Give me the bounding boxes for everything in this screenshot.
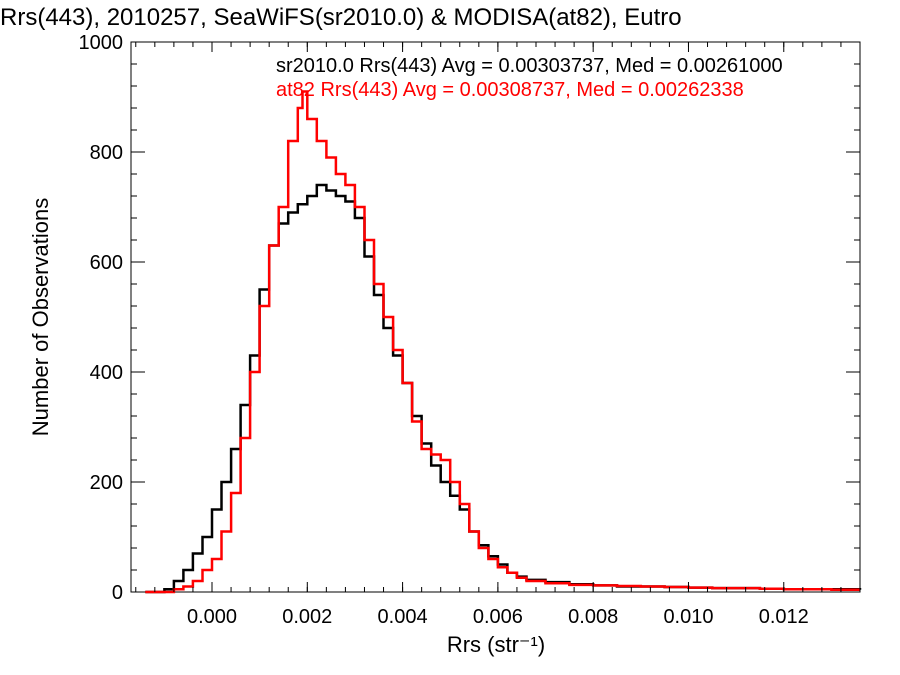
plot-area: 0.000 0.002 0.004 0.006 0.008 0.010 0.012 0 200 4…: [79, 32, 862, 628]
legend-entry-at82: at82 Rrs(443) Avg = 0.00308737, Med = 0.…: [276, 79, 744, 101]
chart-title: Rrs(443), 2010257, SeaWiFS(sr2010.0) & M…: [0, 4, 682, 31]
plot-frame: [130, 41, 861, 593]
y-tick-label: 200: [90, 472, 123, 494]
x-tick-label: 0.002: [282, 606, 332, 628]
y-tick-label: 400: [90, 362, 123, 384]
y-axis-label: Number of Observations: [28, 198, 53, 436]
x-tick-label: 0.012: [759, 606, 809, 628]
x-tick-label: 0.008: [568, 606, 618, 628]
x-tick-label: 0.010: [663, 606, 713, 628]
y-tick-label: 1000: [79, 32, 124, 54]
x-tick-label: 0.006: [473, 606, 523, 628]
series-line-sr2010.0: [145, 183, 862, 594]
series-line-at82: [145, 90, 860, 594]
x-axis-label: Rrs (str⁻¹): [447, 632, 545, 657]
legend-entry-sr2010: sr2010.0 Rrs(443) Avg = 0.00303737, Med …: [276, 55, 783, 77]
y-tick-label: 0: [112, 582, 123, 604]
y-tick-label: 600: [90, 252, 123, 274]
y-tick-label: 800: [90, 142, 123, 164]
x-tick-label: 0.004: [378, 606, 428, 628]
x-tick-label: 0.000: [187, 606, 237, 628]
